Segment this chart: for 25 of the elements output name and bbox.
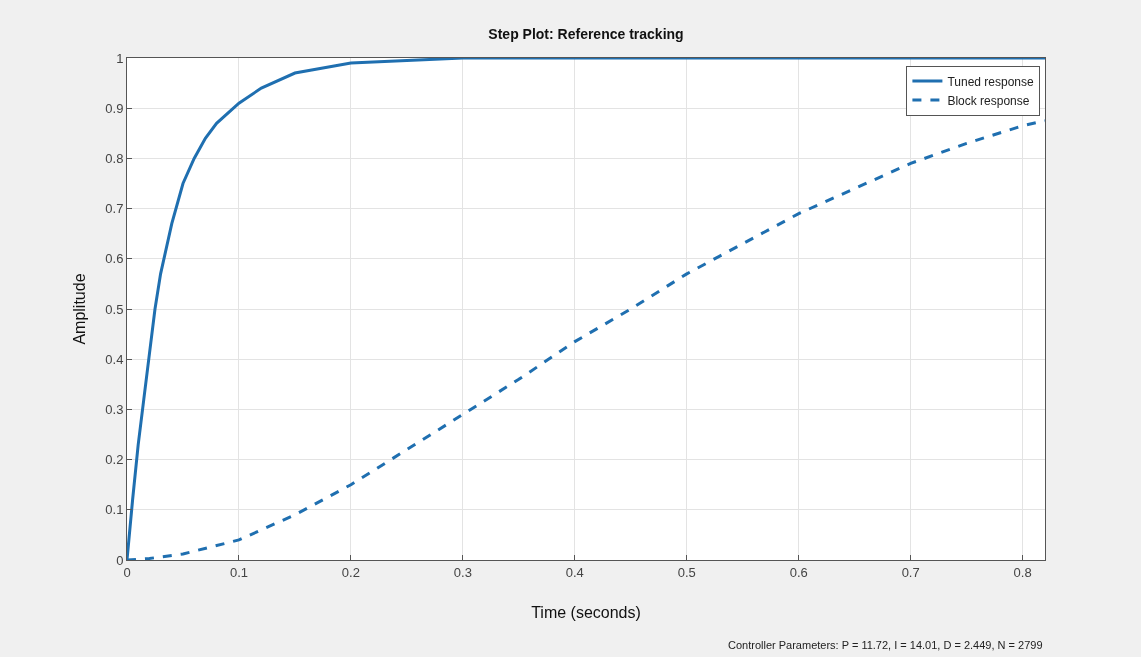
y-tick-label: 0.8 xyxy=(105,150,124,166)
legend-label: Block response xyxy=(947,93,1030,108)
y-tick-label: 1 xyxy=(116,50,124,66)
x-axis-title: Time (seconds) xyxy=(531,604,641,621)
y-tick-label: 0.4 xyxy=(105,351,124,367)
y-tick-label: 0.6 xyxy=(105,251,124,267)
legend-label: Tuned response xyxy=(947,74,1035,89)
y-axis-title: Amplitude xyxy=(71,273,88,345)
x-tick-label: 0.5 xyxy=(677,564,696,580)
text: Controller Parameters: P = 11.72, I = 14.01, D = 2.449, N = 2799 xyxy=(728,639,1043,651)
chart-title: Step Plot: Reference tracking xyxy=(488,26,684,43)
y-tick-label: 0 xyxy=(116,552,124,568)
x-tick-label: 0.7 xyxy=(901,564,920,580)
y-tick-label: 0.7 xyxy=(105,201,124,217)
x-tick-label: 0.4 xyxy=(565,564,584,580)
y-tick-label: 0.5 xyxy=(105,301,124,317)
y-tick-label: 0.9 xyxy=(105,100,124,116)
y-tick-label: 0.2 xyxy=(105,452,124,468)
x-tick-label: 0.1 xyxy=(229,564,248,580)
y-tick-label: 0.3 xyxy=(105,401,124,417)
x-tick-label: 0.8 xyxy=(1013,564,1032,580)
x-tick-label: 0.6 xyxy=(789,564,808,580)
y-tick-label: 0.1 xyxy=(105,502,124,518)
x-tick-label: 0.3 xyxy=(453,564,472,580)
x-tick-label: 0.2 xyxy=(341,564,360,580)
